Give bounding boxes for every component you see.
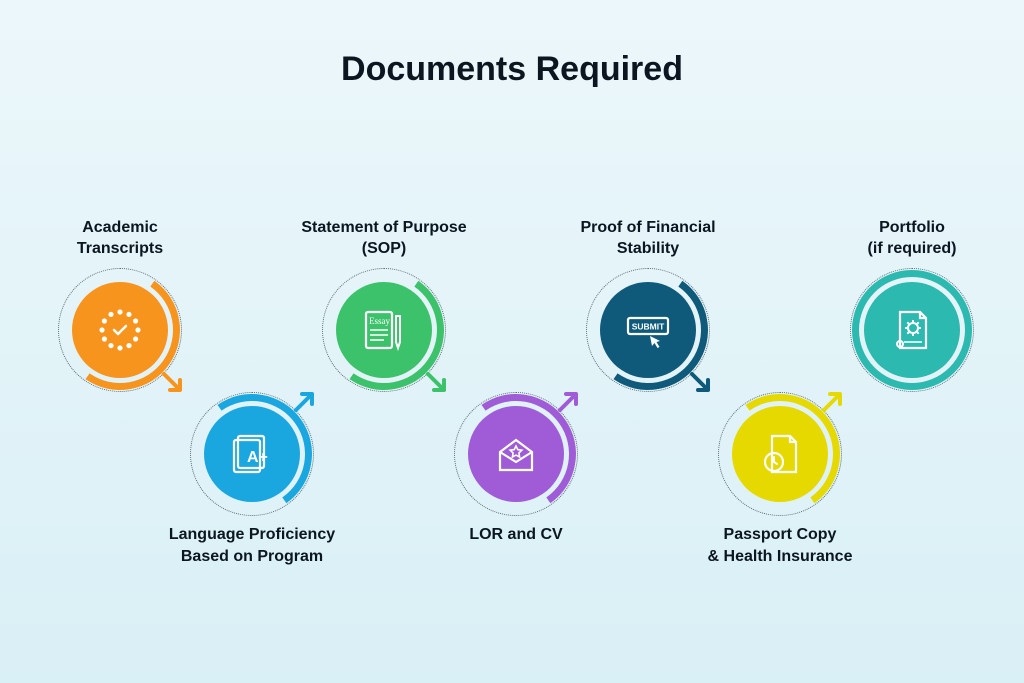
node-label: Language ProficiencyBased on Program bbox=[152, 524, 352, 567]
connector-arrow-icon bbox=[688, 370, 716, 398]
flow-node-language-proficiency: A+ Language ProficiencyBased on Program bbox=[196, 398, 308, 510]
page-title: Documents Required bbox=[0, 50, 1024, 89]
svg-text:Essay: Essay bbox=[369, 316, 390, 326]
flow-node-financial: SUBMIT Proof of FinancialStability bbox=[592, 274, 704, 386]
node-core: A+ bbox=[204, 406, 300, 502]
essay-pen-icon: Essay bbox=[356, 302, 412, 358]
flow-node-lor-cv: LOR and CV bbox=[460, 398, 572, 510]
node-core: SUBMIT bbox=[600, 282, 696, 378]
node-core bbox=[468, 406, 564, 502]
node-circle bbox=[856, 274, 968, 386]
node-core bbox=[72, 282, 168, 378]
flow-node-portfolio: Portfolio(if required) bbox=[856, 274, 968, 386]
flow-node-sop: Essay Statement of Purpose(SOP) bbox=[328, 274, 440, 386]
connector-arrow-icon bbox=[556, 386, 584, 414]
flow-node-academic-transcripts: AcademicTranscripts bbox=[64, 274, 176, 386]
node-label: Passport Copy& Health Insurance bbox=[680, 524, 880, 567]
connector-arrow-icon bbox=[424, 370, 452, 398]
connector-arrow-icon bbox=[292, 386, 320, 414]
node-circle bbox=[64, 274, 176, 386]
node-core bbox=[864, 282, 960, 378]
flow-node-passport-health: Passport Copy& Health Insurance bbox=[724, 398, 836, 510]
a-plus-docs-icon: A+ bbox=[224, 426, 280, 482]
node-label: Statement of Purpose(SOP) bbox=[284, 217, 484, 260]
node-circle bbox=[460, 398, 572, 510]
dots-check-icon bbox=[92, 302, 148, 358]
node-circle bbox=[724, 398, 836, 510]
svg-text:A+: A+ bbox=[247, 449, 268, 466]
doc-clock-icon bbox=[752, 426, 808, 482]
node-core: Essay bbox=[336, 282, 432, 378]
svg-text:SUBMIT: SUBMIT bbox=[632, 322, 665, 332]
node-circle: A+ bbox=[196, 398, 308, 510]
doc-gear-icon bbox=[884, 302, 940, 358]
connector-arrow-icon bbox=[820, 386, 848, 414]
connector-arrow-icon bbox=[160, 370, 188, 398]
envelope-star-icon bbox=[488, 426, 544, 482]
node-circle: SUBMIT bbox=[592, 274, 704, 386]
node-label: Portfolio(if required) bbox=[812, 217, 1012, 260]
node-core bbox=[732, 406, 828, 502]
submit-cursor-icon: SUBMIT bbox=[620, 302, 676, 358]
node-label: LOR and CV bbox=[416, 524, 616, 546]
node-circle: Essay bbox=[328, 274, 440, 386]
node-label: AcademicTranscripts bbox=[20, 217, 220, 260]
node-label: Proof of FinancialStability bbox=[548, 217, 748, 260]
